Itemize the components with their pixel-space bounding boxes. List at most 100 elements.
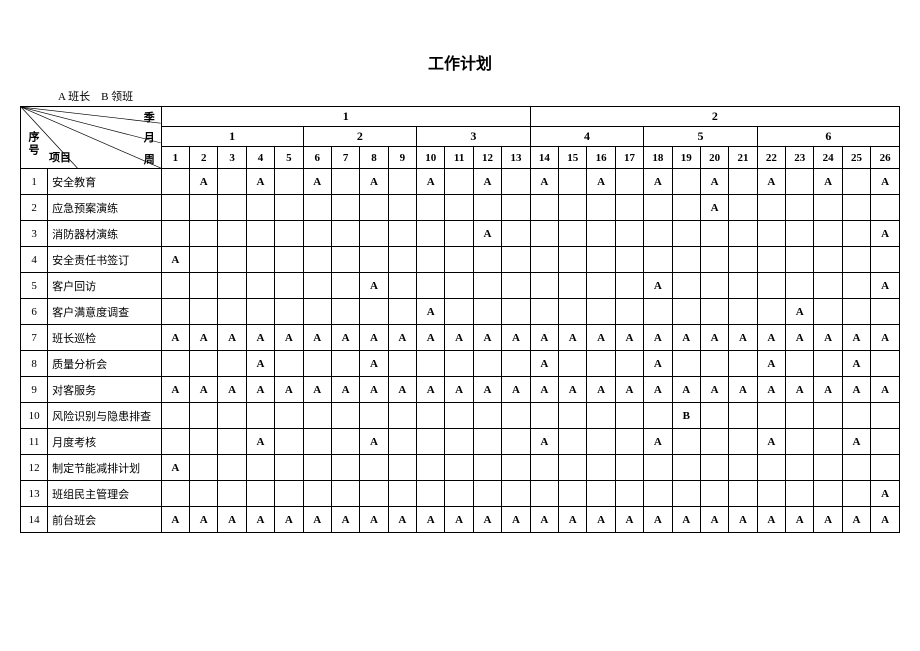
row-name: 客户满意度调查 (48, 299, 162, 325)
cell (275, 403, 303, 429)
cell (729, 351, 757, 377)
cell (644, 455, 672, 481)
table-row: 6客户满意度调查AA (21, 299, 900, 325)
cell: A (473, 325, 501, 351)
row-name: 安全责任书签订 (48, 247, 162, 273)
cell: A (842, 325, 870, 351)
row-seq: 11 (21, 429, 48, 455)
cell (161, 273, 189, 299)
cell (360, 403, 388, 429)
cell (190, 273, 218, 299)
cell (388, 403, 416, 429)
row-seq: 4 (21, 247, 48, 273)
cell (786, 195, 814, 221)
cell (842, 481, 870, 507)
cell (161, 481, 189, 507)
cell (360, 455, 388, 481)
cell (814, 351, 842, 377)
cell (729, 429, 757, 455)
cell (842, 403, 870, 429)
row-seq: 6 (21, 299, 48, 325)
cell (814, 299, 842, 325)
cell (842, 195, 870, 221)
table-row: 8质量分析会AAAAAA (21, 351, 900, 377)
cell: A (360, 273, 388, 299)
cell (786, 481, 814, 507)
cell (445, 221, 473, 247)
cell: A (587, 325, 615, 351)
cell (161, 299, 189, 325)
cell (502, 247, 531, 273)
cell (246, 195, 274, 221)
cell (190, 351, 218, 377)
cell: A (672, 325, 700, 351)
cell (473, 247, 501, 273)
cell (786, 247, 814, 273)
cell (417, 429, 445, 455)
cell (275, 221, 303, 247)
cell (700, 403, 728, 429)
table-row: 10风险识别与隐患排查B (21, 403, 900, 429)
cell (218, 455, 246, 481)
cell (700, 455, 728, 481)
cell: A (530, 429, 558, 455)
cell (615, 221, 643, 247)
week-25: 25 (842, 147, 870, 169)
week-5: 5 (275, 147, 303, 169)
cell (842, 247, 870, 273)
cell (871, 403, 900, 429)
cell: A (842, 351, 870, 377)
cell: A (246, 507, 274, 533)
cell (757, 481, 785, 507)
table-row: 9对客服务AAAAAAAAAAAAAAAAAAAAAAAAAA (21, 377, 900, 403)
cell (814, 481, 842, 507)
table-row: 1安全教育AAAAAAAAAAAAA (21, 169, 900, 195)
cell (814, 429, 842, 455)
cell: A (530, 169, 558, 195)
cell (218, 273, 246, 299)
cell (161, 403, 189, 429)
cell: A (842, 377, 870, 403)
cell: A (587, 377, 615, 403)
cell (190, 195, 218, 221)
cell (360, 195, 388, 221)
cell: A (502, 377, 531, 403)
cell: A (360, 507, 388, 533)
cell (246, 299, 274, 325)
cell (275, 481, 303, 507)
cell: A (644, 429, 672, 455)
row-name: 消防器材演练 (48, 221, 162, 247)
cell (388, 221, 416, 247)
cell: A (360, 377, 388, 403)
cell (388, 169, 416, 195)
cell (473, 299, 501, 325)
cell (757, 403, 785, 429)
cell (559, 273, 587, 299)
cell (672, 221, 700, 247)
cell (871, 455, 900, 481)
cell (331, 429, 359, 455)
cell (644, 403, 672, 429)
cell: A (417, 377, 445, 403)
cell (331, 195, 359, 221)
cell: A (388, 507, 416, 533)
cell (587, 299, 615, 325)
month-1: 1 (161, 127, 303, 147)
cell (275, 299, 303, 325)
cell (842, 273, 870, 299)
cell (331, 273, 359, 299)
cell (871, 429, 900, 455)
week-17: 17 (615, 147, 643, 169)
cell (672, 481, 700, 507)
cell (303, 195, 331, 221)
cell: A (757, 351, 785, 377)
cell (388, 351, 416, 377)
cell: A (303, 325, 331, 351)
cell (786, 273, 814, 299)
cell (700, 351, 728, 377)
cell (700, 481, 728, 507)
cell (729, 455, 757, 481)
cell: A (672, 507, 700, 533)
row-seq: 12 (21, 455, 48, 481)
cell (331, 481, 359, 507)
